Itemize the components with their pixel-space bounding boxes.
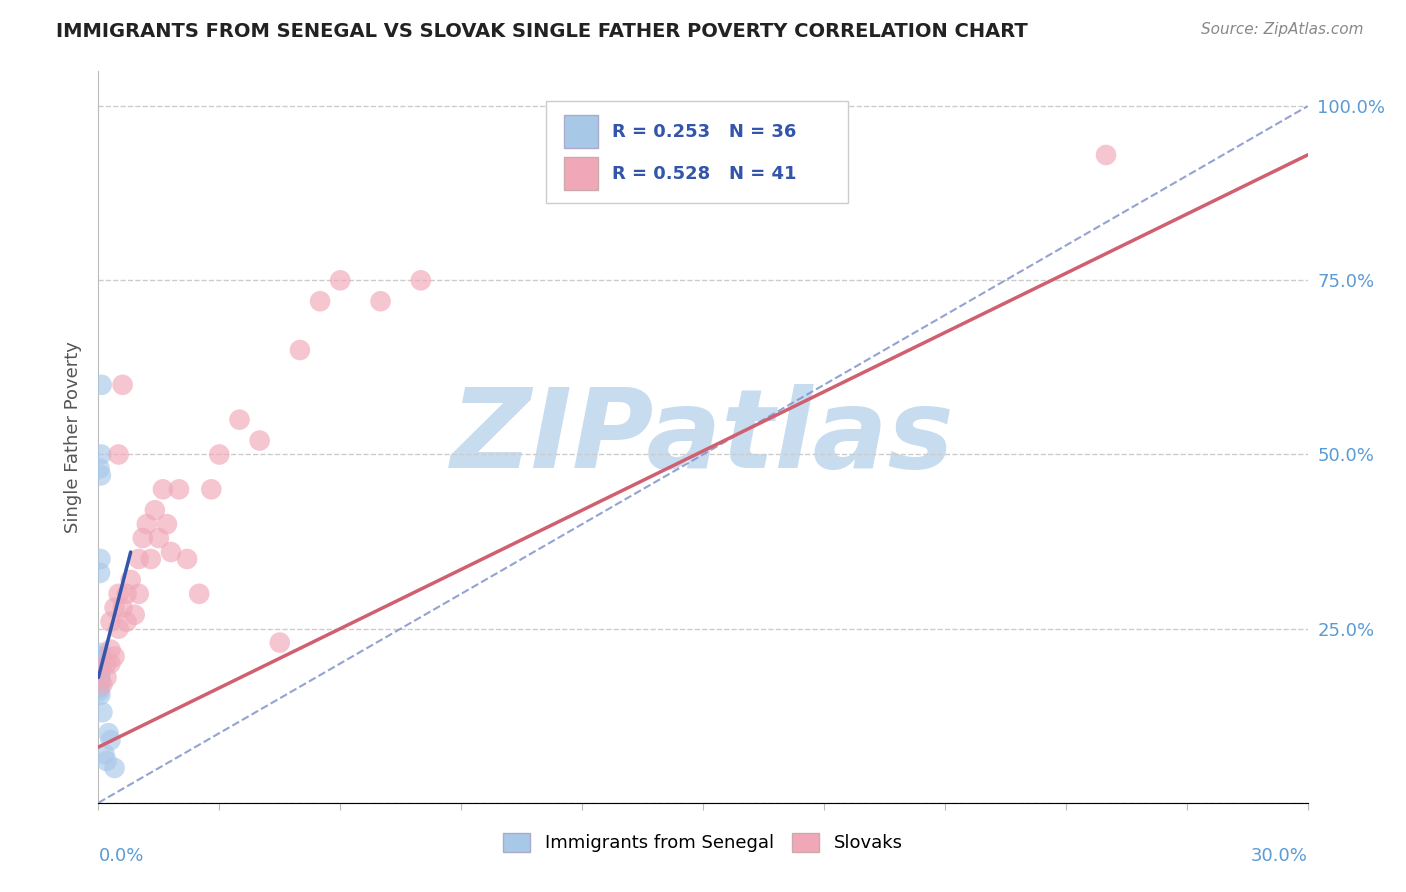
- Text: Source: ZipAtlas.com: Source: ZipAtlas.com: [1201, 22, 1364, 37]
- Point: [89, 653, 111, 667]
- Point: [1095, 148, 1118, 162]
- Point: [90, 448, 112, 462]
- Point: [91, 705, 114, 719]
- Point: [89, 681, 111, 695]
- Point: [89, 667, 111, 681]
- Text: R = 0.253   N = 36: R = 0.253 N = 36: [613, 123, 797, 141]
- Point: [89, 461, 111, 475]
- Point: [200, 483, 222, 497]
- Point: [89, 660, 111, 674]
- Point: [96, 670, 118, 684]
- Point: [139, 552, 162, 566]
- Point: [89, 673, 111, 688]
- Point: [288, 343, 311, 357]
- Y-axis label: Single Father Poverty: Single Father Poverty: [65, 341, 83, 533]
- Point: [89, 667, 111, 681]
- Point: [100, 733, 122, 747]
- Point: [156, 517, 179, 532]
- FancyBboxPatch shape: [546, 101, 848, 203]
- Point: [409, 273, 432, 287]
- Point: [103, 761, 125, 775]
- FancyBboxPatch shape: [564, 157, 598, 190]
- Point: [89, 657, 111, 671]
- Point: [89, 670, 111, 684]
- Point: [89, 649, 111, 664]
- Point: [107, 448, 129, 462]
- Point: [89, 660, 111, 674]
- Point: [309, 294, 332, 309]
- Point: [148, 531, 170, 545]
- Point: [120, 573, 142, 587]
- Point: [93, 747, 115, 761]
- Point: [91, 677, 114, 691]
- Point: [89, 681, 111, 695]
- Point: [188, 587, 211, 601]
- Text: 0.0%: 0.0%: [98, 847, 143, 864]
- Point: [176, 552, 198, 566]
- Text: IMMIGRANTS FROM SENEGAL VS SLOVAK SINGLE FATHER POVERTY CORRELATION CHART: IMMIGRANTS FROM SENEGAL VS SLOVAK SINGLE…: [56, 22, 1028, 41]
- Point: [89, 688, 111, 702]
- Point: [89, 649, 111, 664]
- Point: [128, 587, 150, 601]
- Legend: Immigrants from Senegal, Slovaks: Immigrants from Senegal, Slovaks: [496, 826, 910, 860]
- Point: [132, 531, 155, 545]
- Point: [329, 273, 352, 287]
- Text: ZIPatlas: ZIPatlas: [451, 384, 955, 491]
- Point: [115, 587, 138, 601]
- Text: R = 0.528   N = 41: R = 0.528 N = 41: [613, 165, 797, 183]
- Point: [107, 587, 129, 601]
- Point: [96, 754, 118, 768]
- Point: [90, 377, 112, 392]
- Point: [89, 684, 111, 698]
- Point: [90, 646, 112, 660]
- Point: [269, 635, 291, 649]
- Point: [135, 517, 157, 532]
- Point: [208, 448, 231, 462]
- Point: [370, 294, 392, 309]
- Point: [115, 615, 138, 629]
- Point: [89, 664, 111, 678]
- Point: [100, 642, 122, 657]
- Point: [96, 657, 118, 671]
- Point: [89, 566, 111, 580]
- Point: [100, 657, 122, 671]
- FancyBboxPatch shape: [564, 115, 598, 148]
- Point: [89, 660, 111, 674]
- Point: [143, 503, 166, 517]
- Text: 30.0%: 30.0%: [1251, 847, 1308, 864]
- Point: [89, 667, 111, 681]
- Point: [228, 412, 250, 426]
- Point: [160, 545, 183, 559]
- Point: [103, 649, 125, 664]
- Point: [89, 677, 111, 691]
- Point: [107, 622, 129, 636]
- Point: [111, 377, 134, 392]
- Point: [89, 657, 111, 671]
- Point: [100, 615, 122, 629]
- Point: [167, 483, 190, 497]
- Point: [249, 434, 271, 448]
- Point: [124, 607, 146, 622]
- Point: [90, 468, 112, 483]
- Point: [89, 677, 111, 691]
- Point: [89, 670, 111, 684]
- Point: [89, 673, 111, 688]
- Point: [128, 552, 150, 566]
- Point: [111, 600, 134, 615]
- Point: [89, 673, 111, 688]
- Point: [152, 483, 174, 497]
- Point: [89, 552, 111, 566]
- Point: [103, 600, 125, 615]
- Point: [97, 726, 120, 740]
